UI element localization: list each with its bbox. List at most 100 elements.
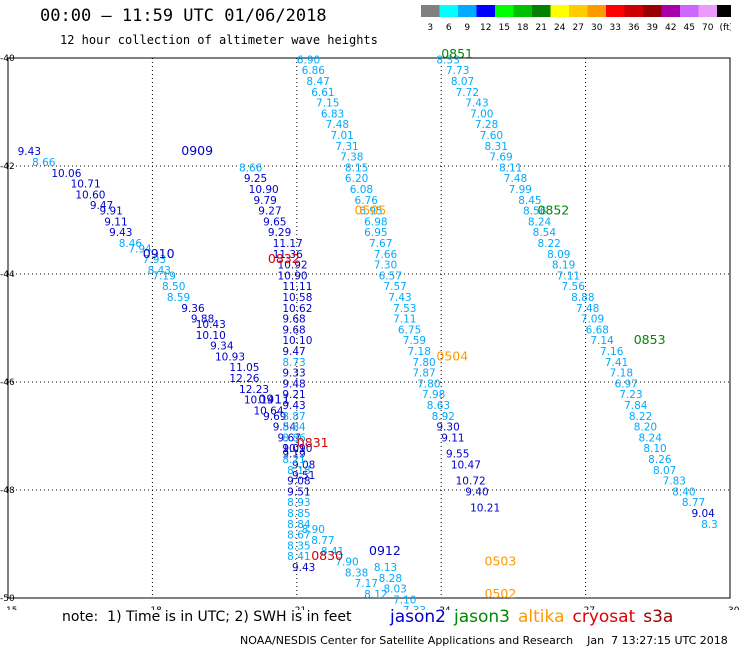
swh-value: 7.09 [581,314,604,326]
colorbar-swatch [439,5,458,17]
swh-value: 7.87 [412,368,435,380]
swh-value: 12.23 [239,384,269,396]
swh-value: 7.73 [446,65,469,77]
swh-value: 8.63 [427,400,450,412]
colorbar-swatch [532,5,551,17]
swh-value: 8.41 [321,546,344,558]
swh-value: 10.62 [282,303,312,315]
swh-value: 8.90 [302,524,325,536]
pass-time-label: 0830 [311,548,343,563]
swh-value: 6.97 [614,378,637,390]
pass-time-label: 0910 [143,246,175,261]
swh-value: 9.43 [292,562,315,574]
colorbar-label: 70 [702,23,714,33]
pass-time-label: 0831 [297,435,329,450]
swh-value: 8.24 [639,432,663,444]
swh-value: 8.45 [518,195,541,207]
satellite-s3a: s3a [643,607,674,627]
swh-value: 9.27 [258,206,281,218]
plot-frame [7,57,731,599]
colorbar-label: 27 [573,23,584,33]
swh-value: 9.68 [282,314,305,326]
colorbar-swatch [698,5,717,17]
swh-value: 7.18 [408,346,431,358]
swh-value: 6.95 [364,227,387,239]
swh-value: 8.26 [648,454,672,466]
swh-value: 7.67 [369,238,392,250]
colorbar-label: 42 [665,23,676,33]
swh-value: 7.16 [600,346,624,358]
swh-value: 10.14 [244,395,274,407]
pass-time-label: 0505 [355,203,387,218]
swh-value: 9.43 [109,227,132,239]
swh-value: 9.48 [282,378,305,390]
swh-value: 9.43 [18,146,41,158]
swh-value: 9.43 [282,400,305,412]
swh-value: 8.31 [485,141,508,153]
credit-line: NOAA/NESDIS Center for Satellite Applica… [240,634,728,647]
swh-value: 7.98 [422,389,445,401]
swh-value: 9.08 [292,459,315,471]
swh-value: 8.84 [282,422,306,434]
swh-value: 7.43 [388,292,411,304]
colorbar-label: 24 [554,23,566,33]
swh-value: 7.18 [610,368,633,380]
colorbar-label: 6 [446,23,452,33]
colorbar-label: 21 [536,23,547,33]
swh-value: 9.47 [90,200,113,212]
swh-value: 11.05 [229,362,259,374]
swh-value: 6.83 [321,108,344,120]
swh-value: 8.18 [287,465,310,477]
colorbar-swatch [476,5,495,17]
swh-value: 9.47 [282,346,305,358]
footer-note: note: 1) Time is in UTC; 2) SWH is in fe… [62,609,352,625]
y-tick-label: -40 [0,54,15,64]
colorbar-swatch [624,5,643,17]
swh-value: 7.23 [619,389,642,401]
swh-value: 10.90 [278,270,308,282]
colorbar-label: 15 [499,23,510,33]
swh-value: 8.92 [432,411,455,423]
swh-value: 8.3 [701,519,718,531]
swh-value: 6.08 [350,184,373,196]
swh-value: 10.58 [282,292,312,304]
pass-time-label: 0911 [258,392,290,407]
satellite-jason2: jason2 [390,607,446,627]
swh-value: 7.43 [465,98,488,110]
swh-value: 10.10 [196,330,226,342]
swh-value: 8.22 [537,238,560,250]
swh-value: 7.56 [562,281,586,293]
pass-time-label: 0909 [181,143,213,158]
swh-value: 9.36 [181,303,205,315]
swh-value: 10.93 [215,351,245,363]
swh-value: 8.09 [547,249,570,261]
swh-value: 7.33 [403,605,426,610]
swh-value: 9.21 [282,389,305,401]
swh-value: 8.21 [282,454,305,466]
swh-value: 10.92 [278,260,308,272]
pass-time-label: 0503 [485,554,517,569]
swh-value: 7.48 [576,303,599,315]
y-tick-label: -50 [0,594,15,604]
swh-value: 7.28 [475,119,498,131]
swh-value: 8.38 [345,567,368,579]
swh-value: 7.99 [509,184,532,196]
swh-value: 7.14 [590,335,614,347]
x-tick-label: 15 [6,606,17,610]
swh-value: 8.13 [374,562,397,574]
satellite-legend: jason2 jason3 altika cryosat s3a [390,607,681,627]
satellite-altika: altika [518,607,565,627]
swh-value: 8.84 [287,519,311,531]
swh-value: 7.48 [504,173,527,185]
swh-value: 8.93 [287,497,310,509]
colorbar-swatch [550,5,569,17]
swh-value: 6.98 [364,216,387,228]
swh-value: 8.77 [682,497,705,509]
swh-value: 7.31 [335,141,358,153]
swh-value: 10.60 [75,189,105,201]
swh-value: 7.00 [470,108,493,120]
colorbar-label: 3 [427,23,433,33]
swh-value: 7.53 [393,303,416,315]
x-tick-label: 27 [584,606,595,610]
